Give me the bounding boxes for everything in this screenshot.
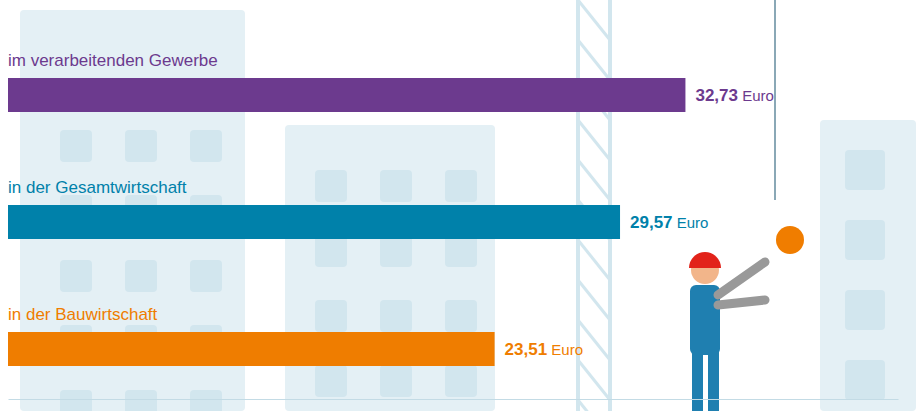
crane-brace bbox=[578, 240, 610, 280]
building-shape bbox=[845, 220, 885, 260]
worker-arm bbox=[718, 300, 765, 305]
category-label: in der Gesamtwirtschaft bbox=[8, 178, 187, 197]
building-shape bbox=[285, 125, 495, 411]
crane-rope bbox=[774, 0, 776, 200]
category-label: in der Bauwirtschaft bbox=[8, 305, 158, 324]
building-shape bbox=[445, 300, 477, 332]
building-shape bbox=[845, 150, 885, 190]
building-shape bbox=[125, 260, 157, 292]
data-label-number: 23,51 bbox=[505, 340, 548, 359]
building-shape bbox=[380, 235, 412, 267]
building-shape bbox=[445, 365, 477, 397]
worker-helmet bbox=[689, 252, 721, 268]
data-label-unit: Euro bbox=[738, 87, 774, 104]
building-shape bbox=[380, 300, 412, 332]
axis-line bbox=[9, 399, 899, 400]
building-shape bbox=[125, 130, 157, 162]
building-shape bbox=[380, 170, 412, 202]
bar bbox=[8, 332, 495, 366]
data-label: 23,51 Euro bbox=[505, 340, 583, 359]
worker-leg bbox=[692, 350, 703, 411]
building-shape bbox=[445, 170, 477, 202]
building-shape bbox=[60, 260, 92, 292]
building-shape bbox=[380, 365, 412, 397]
category-label: im verarbeitenden Gewerbe bbox=[8, 51, 218, 70]
data-label-unit: Euro bbox=[673, 214, 709, 231]
building-shape bbox=[190, 390, 222, 411]
worker-arm bbox=[718, 262, 765, 295]
data-label-unit: Euro bbox=[547, 341, 583, 358]
data-label: 32,73 Euro bbox=[695, 86, 773, 105]
building-shape bbox=[190, 260, 222, 292]
chart: im verarbeitenden Gewerbe in der Gesamtwi… bbox=[0, 0, 916, 411]
building-shape bbox=[315, 300, 347, 332]
crane-brace bbox=[578, 280, 610, 320]
crane-brace bbox=[578, 120, 610, 160]
building-shape bbox=[315, 365, 347, 397]
worker-leg bbox=[708, 350, 719, 411]
crane-brace bbox=[578, 40, 610, 80]
data-label: 29,57 Euro bbox=[630, 213, 708, 232]
building-shape bbox=[845, 360, 885, 400]
crane-brace bbox=[578, 400, 610, 411]
crane-brace bbox=[578, 0, 610, 40]
coin bbox=[776, 226, 804, 254]
x-axis bbox=[9, 399, 899, 400]
data-label-number: 29,57 bbox=[630, 213, 673, 232]
building-shape bbox=[315, 170, 347, 202]
crane-brace bbox=[578, 360, 610, 400]
bars bbox=[8, 78, 685, 366]
building-shape bbox=[125, 390, 157, 411]
crane-brace bbox=[578, 160, 610, 200]
labels: im verarbeitenden Gewerbe in der Gesamtwi… bbox=[8, 51, 774, 359]
data-label-number: 32,73 bbox=[695, 86, 738, 105]
worker-icon bbox=[689, 226, 804, 411]
bar bbox=[8, 78, 685, 112]
building-shape bbox=[445, 235, 477, 267]
building-shape bbox=[820, 120, 916, 411]
building-shape bbox=[60, 130, 92, 162]
building-shape bbox=[315, 235, 347, 267]
building-shape bbox=[845, 290, 885, 330]
building-shape bbox=[60, 390, 92, 411]
bar bbox=[8, 205, 620, 239]
building-shape bbox=[190, 130, 222, 162]
